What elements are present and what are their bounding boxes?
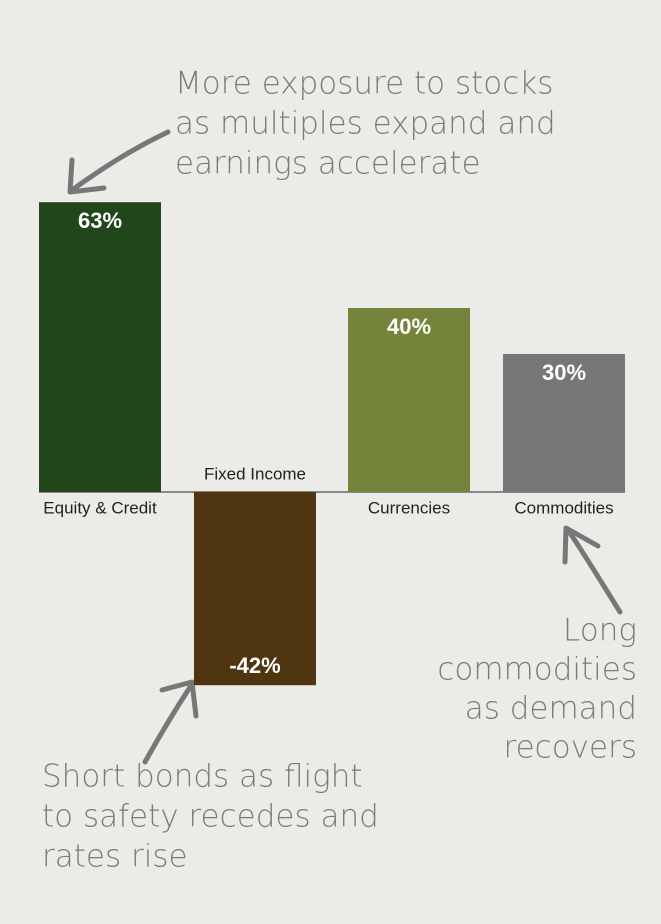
arrow-bonds (142, 679, 199, 765)
value-label: 40% (387, 314, 431, 339)
bar (194, 492, 316, 686)
annotation: More exposure to stocks (175, 66, 553, 102)
value-label: 63% (78, 208, 122, 233)
category-label: Currencies (368, 498, 450, 517)
bar (39, 202, 161, 492)
annotation: Short bonds as flight (42, 759, 363, 795)
category-label: Equity & Credit (43, 498, 157, 517)
value-label: -42% (229, 653, 280, 678)
annotation: as demand (465, 691, 637, 727)
bar (503, 354, 625, 492)
annotation: rates rise (42, 839, 188, 875)
arrow-commodities (562, 525, 623, 615)
value-label: 30% (542, 360, 586, 385)
bar (348, 308, 470, 492)
annotation: to safety recedes and (42, 799, 379, 835)
category-label: Commodities (514, 498, 613, 517)
annotation: earnings accelerate (175, 146, 481, 182)
annotation: as multiples expand and (175, 106, 556, 142)
annotation: commodities (437, 652, 637, 688)
annotation: recovers (504, 730, 637, 766)
category-label: Fixed Income (204, 464, 306, 483)
arrow-stocks (67, 129, 171, 195)
annotation: Long (563, 613, 637, 649)
